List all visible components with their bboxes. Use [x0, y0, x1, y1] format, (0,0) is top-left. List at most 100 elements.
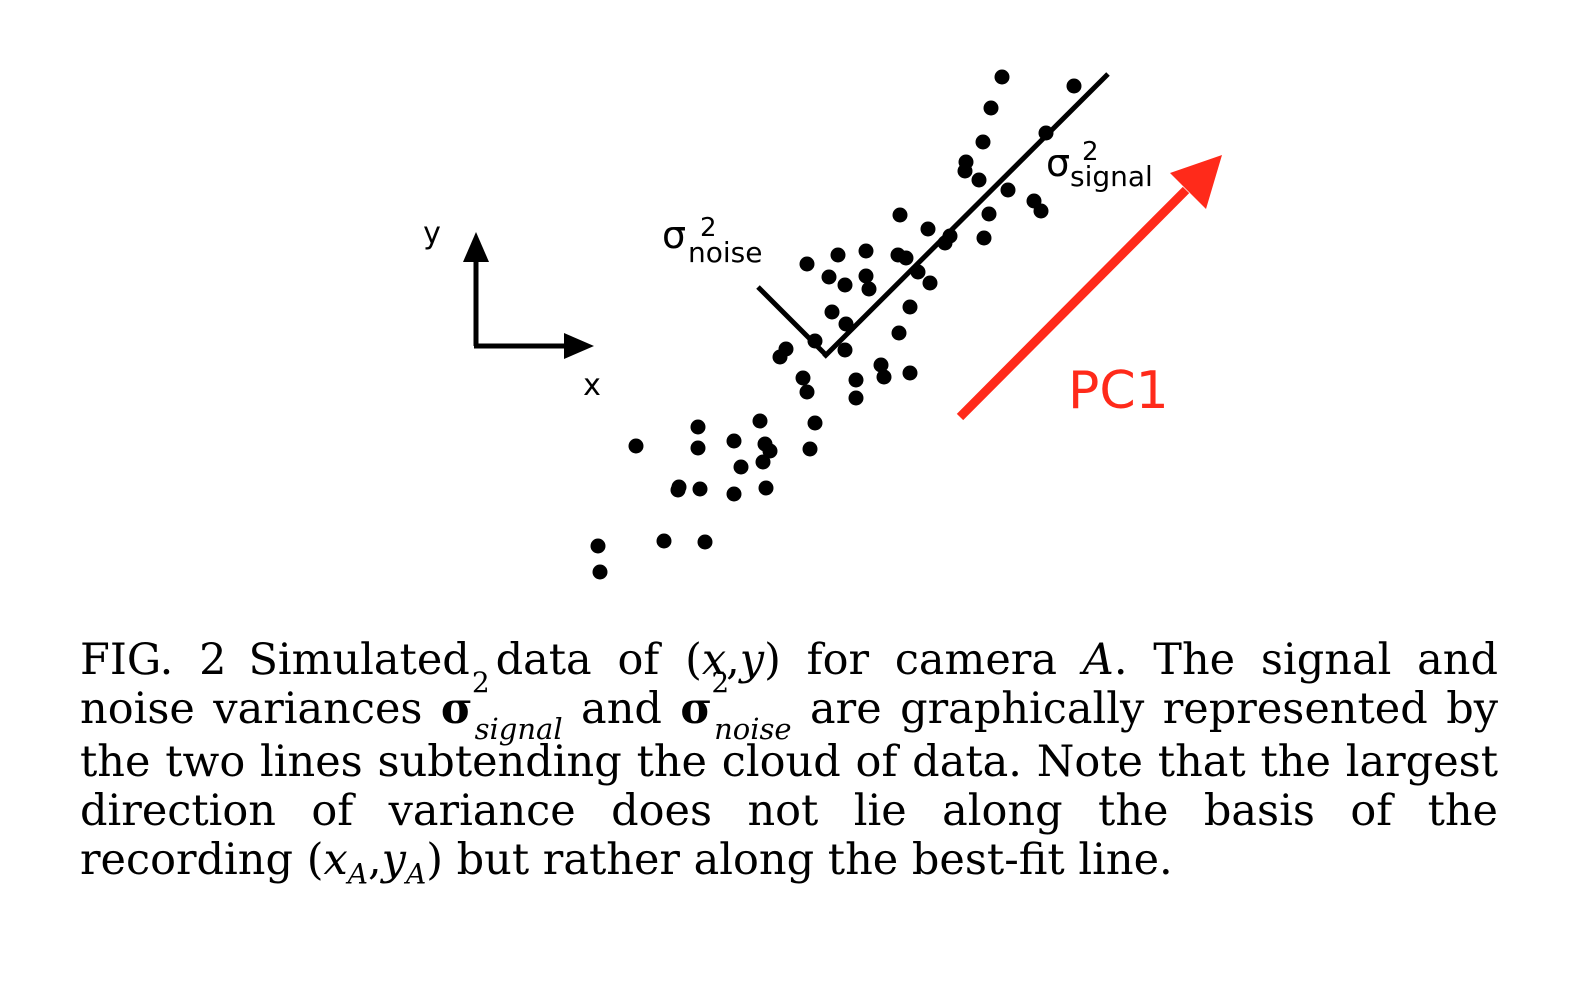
- scatter-point: [1066, 78, 1082, 94]
- y-axis-label: y: [423, 216, 441, 251]
- sigma-signal-symbol: σ: [1046, 141, 1070, 185]
- scatter-point: [690, 419, 706, 435]
- scatter-point: [1000, 182, 1016, 198]
- caption-sigma-signal-sup: 2: [471, 666, 490, 699]
- scatter-point: [920, 221, 936, 237]
- sigma-noise-subscript: noise: [688, 236, 762, 269]
- scatter-point: [795, 370, 811, 386]
- scatter-point: [824, 304, 840, 320]
- x-axis-label: x: [583, 368, 601, 403]
- scatter-point: [802, 441, 818, 457]
- scatter-point: [976, 230, 992, 246]
- scatter-point: [821, 269, 837, 285]
- scatter-point: [799, 384, 815, 400]
- scatter-point: [799, 256, 815, 272]
- y-axis-arrowhead: [463, 232, 489, 262]
- figure-pca-scatter: y x σ 2 noise σ 2 signal PC1: [423, 69, 1222, 580]
- sigma-signal-label: σ 2 signal: [1046, 137, 1153, 193]
- pc1-label: PC1: [1068, 361, 1169, 421]
- scatter-point: [898, 250, 914, 266]
- scatter-point: [697, 534, 713, 550]
- scatter-point: [838, 316, 854, 332]
- caption-sigma-signal-sub: signal: [474, 712, 563, 746]
- scatter-point: [590, 538, 606, 554]
- scatter-point: [937, 235, 953, 251]
- caption-camera: A: [1082, 635, 1114, 685]
- xy-axes: y x: [423, 216, 601, 403]
- scatter-point: [848, 372, 864, 388]
- scatter-point: [1038, 125, 1054, 141]
- scatter-point: [692, 481, 708, 497]
- scatter-point: [726, 433, 742, 449]
- scatter-point: [755, 454, 771, 470]
- scatter-point: [671, 479, 687, 495]
- scatter-point: [807, 333, 823, 349]
- scatter-point: [981, 206, 997, 222]
- scatter-point: [752, 413, 768, 429]
- scatter-point: [807, 415, 823, 431]
- scatter-point: [848, 390, 864, 406]
- scatter-point: [994, 69, 1010, 85]
- scatter-point: [726, 486, 742, 502]
- scatter-point: [957, 163, 973, 179]
- caption-x: x: [701, 635, 727, 685]
- caption-part-3: . The signal and noise variances: [80, 635, 1499, 734]
- scatter-point: [837, 277, 853, 293]
- scatter-point: [971, 172, 987, 188]
- scatter-point: [975, 134, 991, 150]
- scatter-point: [876, 369, 892, 385]
- pc1-arrow-shaft: [956, 186, 1190, 421]
- scatter-point: [628, 438, 644, 454]
- scatter-point: [1033, 203, 1049, 219]
- caption-sigma-noise-sup: 2: [711, 666, 730, 699]
- caption-part-1: Simulated data of (: [248, 635, 702, 685]
- signal-variance-line: [822, 72, 1110, 359]
- scatter-point: [837, 342, 853, 358]
- scatter-point: [910, 264, 926, 280]
- scatter-point: [902, 365, 918, 381]
- caption-yA: y: [381, 835, 406, 885]
- scatter-point: [858, 243, 874, 259]
- scatter-point: [656, 533, 672, 549]
- scatter-point: [873, 357, 889, 373]
- sigma-signal-superscript: 2: [1082, 137, 1099, 167]
- caption-part-5: ) but rather along the best-fit line.: [426, 835, 1173, 885]
- scatter-point: [983, 100, 999, 116]
- sigma-noise-label: σ 2 noise: [662, 213, 762, 269]
- scatter-point: [891, 325, 907, 341]
- scatter-point: [902, 299, 918, 315]
- caption-comma-2: ,: [367, 835, 382, 885]
- caption-sigma-signal-symbol: σ: [440, 684, 473, 734]
- caption-comma: ,: [726, 635, 740, 685]
- scatter-points: [590, 69, 1082, 580]
- caption-fig-label: FIG. 2: [80, 635, 227, 685]
- scatter-point: [758, 480, 774, 496]
- sigma-noise-symbol: σ: [662, 213, 686, 257]
- pc1-arrow: PC1: [956, 155, 1222, 421]
- caption-sigma-noise: σ 2 noise: [680, 666, 791, 746]
- caption-y: y: [739, 635, 765, 685]
- sigma-noise-superscript: 2: [700, 213, 717, 243]
- scatter-point: [772, 349, 788, 365]
- scatter-point: [830, 247, 846, 263]
- scatter-point: [892, 207, 908, 223]
- caption-xA: x: [323, 835, 348, 885]
- figure-caption: FIG. 2 Simulated data of (x,y) for camera…: [80, 636, 1498, 899]
- caption-text: FIG. 2 Simulated data of (x,y) for camera…: [80, 636, 1498, 899]
- scatter-point: [690, 440, 706, 456]
- scatter-point: [762, 443, 778, 459]
- caption-sigma-noise-sub: noise: [714, 712, 792, 746]
- scatter-point: [861, 281, 877, 297]
- caption-part-2: ) for camera: [764, 635, 1083, 685]
- caption-part-4: are graphically represented by the two l…: [80, 684, 1499, 885]
- caption-sigma-signal: σ 2 signal: [440, 666, 563, 746]
- caption-yA-sub: A: [405, 857, 427, 891]
- pc1-arrowhead: [1170, 155, 1222, 209]
- scatter-point: [733, 459, 749, 475]
- caption-sigma-noise-symbol: σ: [680, 684, 713, 734]
- caption-and: and: [562, 684, 681, 734]
- sigma-signal-subscript: signal: [1070, 160, 1153, 193]
- x-axis-arrowhead: [564, 333, 594, 359]
- caption-xA-sub: A: [347, 857, 368, 891]
- scatter-point: [858, 268, 874, 284]
